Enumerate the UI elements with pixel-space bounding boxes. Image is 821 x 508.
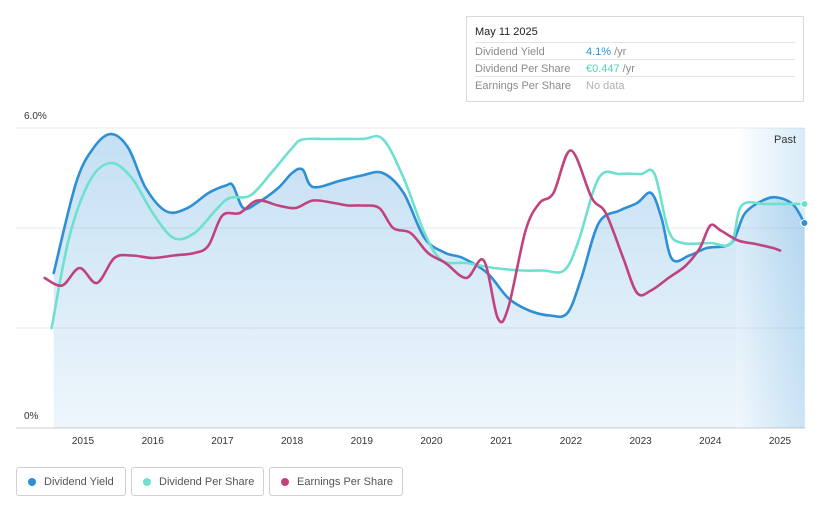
forecast-band-layer [736,128,805,428]
tooltip-label: Dividend Yield [475,46,545,58]
past-band [736,128,805,428]
earnings-per-share-line [43,149,782,324]
legend-dot-icon [143,478,151,486]
past-label: Past [774,134,797,146]
x-tick-label: 2024 [699,436,722,447]
tooltip-value-text: 4.1% [586,46,612,58]
x-tick-label: 2021 [490,436,513,447]
y-tick-label-bottom: 0% [24,411,39,422]
x-tick-label: 2018 [280,436,304,447]
tooltip-value: 4.1%/yr [586,46,626,58]
legend-dot-icon [281,478,289,486]
tooltip-row-dividend-yield: Dividend Yield 4.1%/yr [475,42,795,60]
x-tick-label: 2015 [71,436,95,447]
tooltip-row-earnings-per-share: Earnings Per Share No data [475,76,795,94]
legend-dot-icon [28,478,36,486]
x-tick-label: 2020 [420,436,443,447]
dividend-per-share-end-marker [800,200,809,208]
legend-earnings-per-share[interactable]: Earnings Per Share [269,467,403,496]
legend-label: Dividend Yield [44,476,114,488]
legend-dividend-per-share[interactable]: Dividend Per Share [131,467,264,496]
legend-dividend-yield[interactable]: Dividend Yield [16,467,126,496]
x-tick-label: 2017 [211,436,234,447]
y-tick-label-top: 6.0% [24,111,47,122]
dividend-yield-end-marker [800,219,809,227]
legend-label: Earnings Per Share [297,476,393,488]
tooltip-panel: May 11 2025 Dividend Yield 4.1%/yr Divid… [466,16,804,102]
tooltip-value: €0.447/yr [586,63,635,75]
tooltip-label: Earnings Per Share [475,80,571,92]
tooltip-row-dividend-per-share: Dividend Per Share €0.447/yr [475,59,795,77]
legend-label: Dividend Per Share [159,476,255,488]
tooltip-value-text: No data [586,80,625,92]
dividend-yield-line [52,132,806,319]
x-tick-label: 2016 [141,436,164,447]
tooltip-date: May 11 2025 [475,26,538,38]
tooltip-unit: /yr [622,63,635,75]
tooltip-unit: /yr [614,46,627,58]
series-line-layer [43,132,806,330]
dividend-yield-area [53,134,805,428]
dividend-per-share-line [50,134,806,330]
area-layer [53,134,805,428]
x-tick-label: 2023 [629,436,652,447]
tooltip-value-text: €0.447 [586,63,620,75]
tooltip-label: Dividend Per Share [475,63,571,75]
x-tick-label: 2022 [559,436,583,447]
x-tick-label: 2025 [768,436,792,447]
marker-layer [800,200,809,227]
tooltip-value: No data [586,80,625,92]
x-tick-label: 2019 [350,436,373,447]
